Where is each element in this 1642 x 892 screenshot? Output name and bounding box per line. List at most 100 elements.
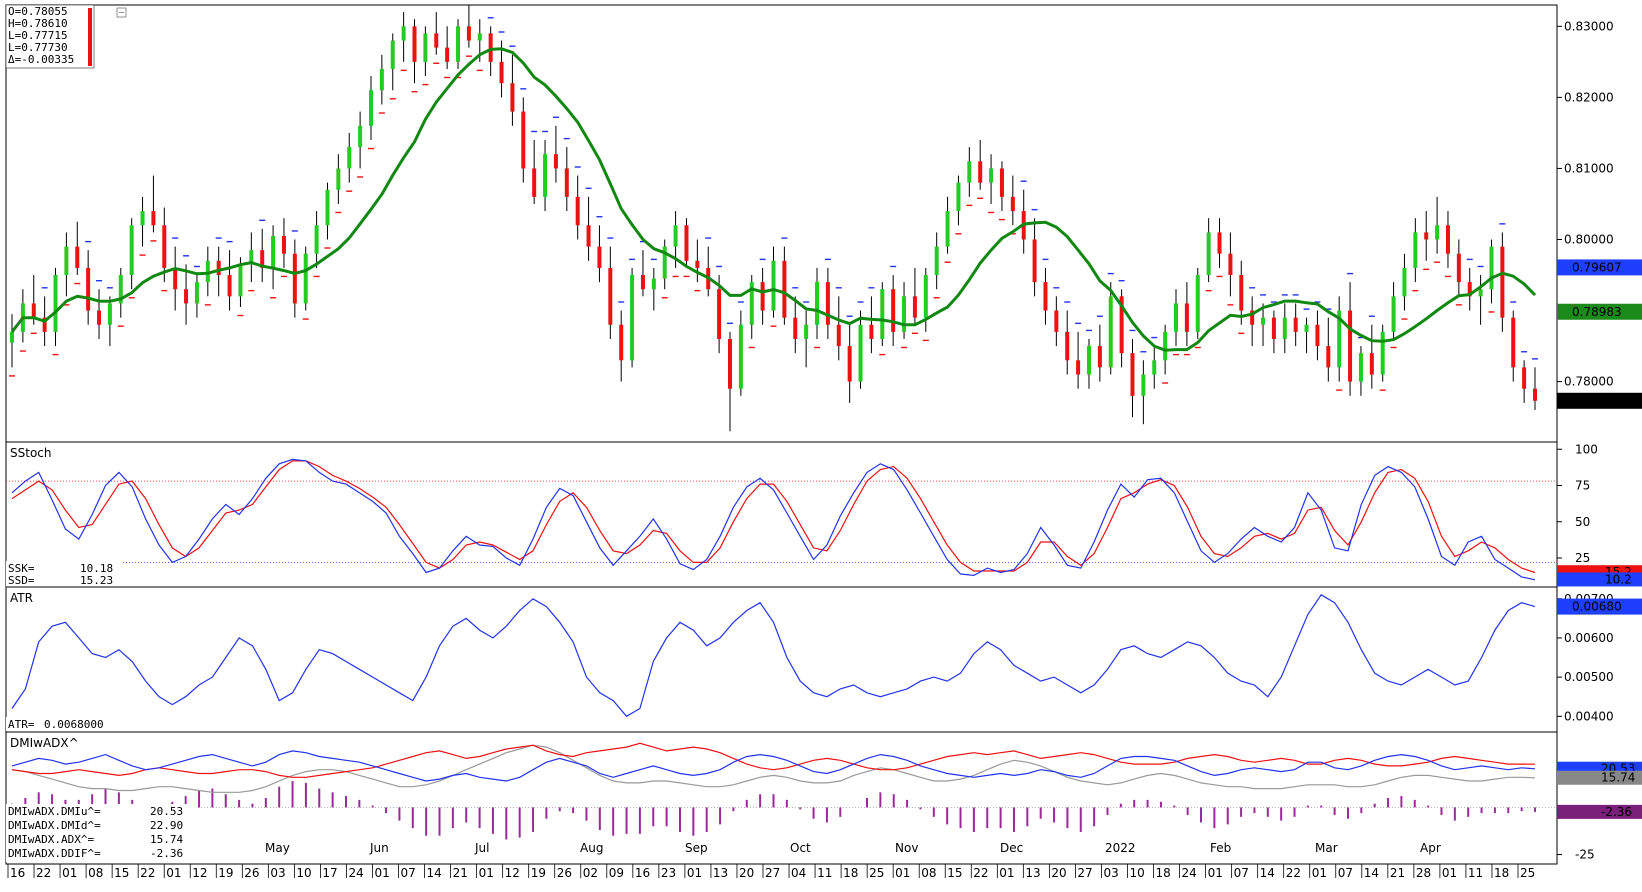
- candle-body: [227, 275, 232, 297]
- x-month-label: Mar: [1315, 841, 1338, 855]
- price-marker: [1557, 303, 1642, 320]
- dmi-readout: DMIwADX.DMIu^= 20.53 DMIwADX.DMId^= 22.9…: [6, 804, 196, 862]
- x-day-label: 19: [531, 866, 546, 880]
- candle-body: [815, 282, 820, 325]
- candle-body: [934, 246, 939, 276]
- candle-body: [967, 161, 972, 183]
- candle-body: [466, 26, 471, 41]
- atr-tick-label: 0.00500: [1564, 670, 1614, 684]
- stoch-marker-label: 10.2: [1605, 572, 1632, 586]
- atr-marker-label: 0.00680: [1572, 600, 1622, 614]
- dmiu-label: DMIwADX.DMIu^=: [8, 805, 101, 818]
- candle-body: [1261, 317, 1266, 325]
- x-day-label: 18: [843, 866, 858, 880]
- candle-body: [619, 324, 624, 361]
- atr-marker: [1557, 598, 1642, 615]
- x-day-label: 01: [374, 866, 389, 880]
- x-day-label: 12: [505, 866, 520, 880]
- x-month-label: Dec: [1000, 841, 1023, 855]
- candle-body: [173, 267, 178, 290]
- x-month-label: Apr: [1420, 841, 1441, 855]
- x-day-label: 13: [713, 866, 728, 880]
- candle-body: [216, 260, 221, 276]
- candle-body: [608, 267, 613, 325]
- candle-body: [445, 47, 450, 62]
- stoch-readout: SSK= 10.18 SSD= 15.23: [6, 561, 121, 587]
- candle-body: [1522, 367, 1527, 389]
- candle-body: [836, 324, 841, 347]
- candle-body: [999, 168, 1004, 197]
- x-day-label: 01: [479, 866, 494, 880]
- candle-body: [1337, 310, 1342, 368]
- x-day-label: 17: [322, 866, 337, 880]
- ddif-label: DMIwADX.DDIF^=: [8, 847, 101, 860]
- x-day-label: 07: [1234, 866, 1249, 880]
- atr-title: ATR: [10, 591, 33, 605]
- x-day-label: 01: [1208, 866, 1223, 880]
- dmi-marker-label: -2.36: [1601, 805, 1632, 819]
- candle-body: [1184, 303, 1189, 332]
- candle-body: [749, 282, 754, 325]
- x-day-label: 18: [1156, 866, 1171, 880]
- candle-body: [1086, 346, 1091, 375]
- candle-body: [858, 324, 863, 382]
- x-day-label: 23: [661, 866, 676, 880]
- ssd-value: 15.23: [80, 574, 113, 587]
- candle-body: [1304, 324, 1309, 332]
- candle-body: [260, 250, 265, 268]
- dmi-tick-label: -25: [1575, 848, 1595, 862]
- candle-body: [1326, 346, 1331, 368]
- candle-body: [1456, 253, 1461, 283]
- candle-body: [912, 296, 917, 318]
- atr-readout: ATR= 0.0068000: [6, 717, 122, 731]
- stoch-tick-label: 100: [1575, 442, 1598, 456]
- candle-body: [1391, 296, 1396, 332]
- candle-body: [1315, 324, 1320, 347]
- readout-range-bar: [88, 8, 92, 66]
- ssd-label: SSD=: [8, 574, 35, 587]
- stoch-title: SStoch: [10, 446, 51, 460]
- candle-body: [499, 61, 504, 84]
- candle-body: [1206, 232, 1211, 276]
- x-day-label: 07: [1338, 866, 1353, 880]
- candle-body: [1163, 331, 1168, 361]
- readout-high: H=0.78610: [8, 17, 68, 30]
- dmi-marker: [1557, 804, 1642, 819]
- candle-body: [1228, 253, 1233, 276]
- dmi-series-line: [11, 744, 1536, 793]
- candle-body: [532, 168, 537, 197]
- candle-body: [1435, 225, 1440, 240]
- x-day-label: 20: [1051, 866, 1066, 880]
- candle-body: [1097, 346, 1102, 368]
- stoch-tick-label: 50: [1575, 515, 1590, 529]
- price-tick-label: 0.78000: [1564, 375, 1614, 389]
- x-month-label: Sep: [685, 841, 708, 855]
- candle-body: [488, 33, 493, 62]
- candle-body: [804, 324, 809, 339]
- dmi-title: DMIwADX^: [10, 736, 79, 750]
- x-day-label: 03: [270, 866, 285, 880]
- candle-body: [847, 346, 852, 382]
- dmi-marker-label: 15.74: [1601, 771, 1635, 785]
- candle-body: [456, 26, 461, 62]
- x-day-label: 08: [88, 866, 103, 880]
- price-tick-label: 0.82000: [1564, 90, 1614, 104]
- candle-body: [1108, 296, 1113, 368]
- candle-body: [325, 189, 330, 226]
- candle-body: [97, 310, 102, 325]
- candle-body: [1445, 225, 1450, 254]
- candle-body: [923, 275, 928, 318]
- x-day-label: 02: [583, 866, 598, 880]
- candle-body: [727, 338, 732, 389]
- candle-body: [1511, 317, 1516, 368]
- candle-body: [1239, 275, 1244, 311]
- candle-body: [1478, 289, 1483, 297]
- candle-body: [42, 317, 47, 332]
- atr-series-line: [11, 593, 1536, 718]
- candle-body: [271, 235, 276, 268]
- x-day-label: 08: [921, 866, 936, 880]
- dmi-series-line: [11, 750, 1536, 782]
- candle-body: [1141, 374, 1146, 396]
- candle-body: [1174, 303, 1179, 332]
